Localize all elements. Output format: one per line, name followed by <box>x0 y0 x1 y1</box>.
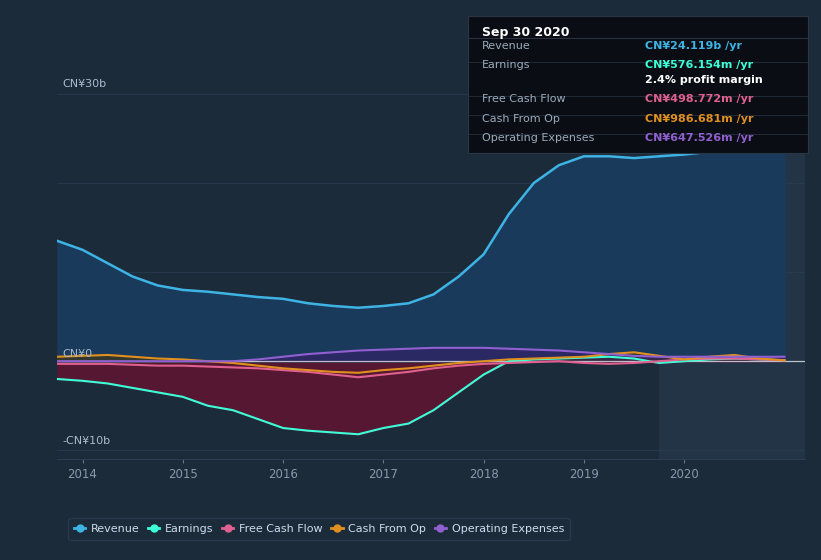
Text: Free Cash Flow: Free Cash Flow <box>482 95 565 105</box>
Text: Earnings: Earnings <box>482 60 530 70</box>
Text: -CN¥10b: -CN¥10b <box>62 436 111 446</box>
Bar <box>659 67 805 459</box>
Text: CN¥986.681m /yr: CN¥986.681m /yr <box>644 114 753 124</box>
Legend: Revenue, Earnings, Free Cash Flow, Cash From Op, Operating Expenses: Revenue, Earnings, Free Cash Flow, Cash … <box>68 518 570 540</box>
Text: CN¥30b: CN¥30b <box>62 80 107 90</box>
Text: CN¥498.772m /yr: CN¥498.772m /yr <box>644 95 753 105</box>
Text: CN¥647.526m /yr: CN¥647.526m /yr <box>644 133 753 143</box>
Text: Cash From Op: Cash From Op <box>482 114 559 124</box>
Text: Sep 30 2020: Sep 30 2020 <box>482 26 569 39</box>
Text: CN¥24.119b /yr: CN¥24.119b /yr <box>644 41 741 51</box>
Text: CN¥576.154m /yr: CN¥576.154m /yr <box>644 60 753 70</box>
Text: Operating Expenses: Operating Expenses <box>482 133 594 143</box>
Text: 2.4% profit margin: 2.4% profit margin <box>644 75 763 85</box>
Text: CN¥0: CN¥0 <box>62 348 93 358</box>
Text: Revenue: Revenue <box>482 41 530 51</box>
